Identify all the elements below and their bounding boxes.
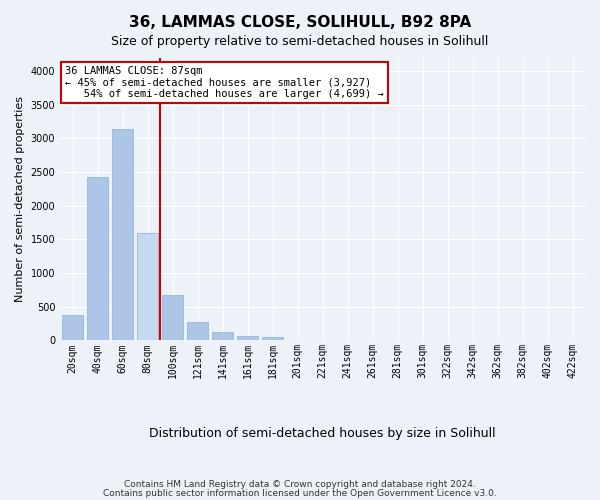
Text: Size of property relative to semi-detached houses in Solihull: Size of property relative to semi-detach… [112, 35, 488, 48]
Text: Contains public sector information licensed under the Open Government Licence v3: Contains public sector information licen… [103, 488, 497, 498]
Text: 36 LAMMAS CLOSE: 87sqm
← 45% of semi-detached houses are smaller (3,927)
   54% : 36 LAMMAS CLOSE: 87sqm ← 45% of semi-det… [65, 66, 384, 99]
Y-axis label: Number of semi-detached properties: Number of semi-detached properties [15, 96, 25, 302]
Bar [137, 232, 158, 340]
Bar [212, 332, 233, 340]
Text: Contains HM Land Registry data © Crown copyright and database right 2024.: Contains HM Land Registry data © Crown c… [124, 480, 476, 489]
Bar [87, 178, 108, 340]
Bar [237, 336, 258, 340]
Bar [162, 294, 183, 341]
Bar [112, 129, 133, 340]
Bar [187, 322, 208, 340]
Text: 36, LAMMAS CLOSE, SOLIHULL, B92 8PA: 36, LAMMAS CLOSE, SOLIHULL, B92 8PA [129, 15, 471, 30]
Bar [262, 337, 283, 340]
X-axis label: Distribution of semi-detached houses by size in Solihull: Distribution of semi-detached houses by … [149, 427, 496, 440]
Bar [62, 315, 83, 340]
